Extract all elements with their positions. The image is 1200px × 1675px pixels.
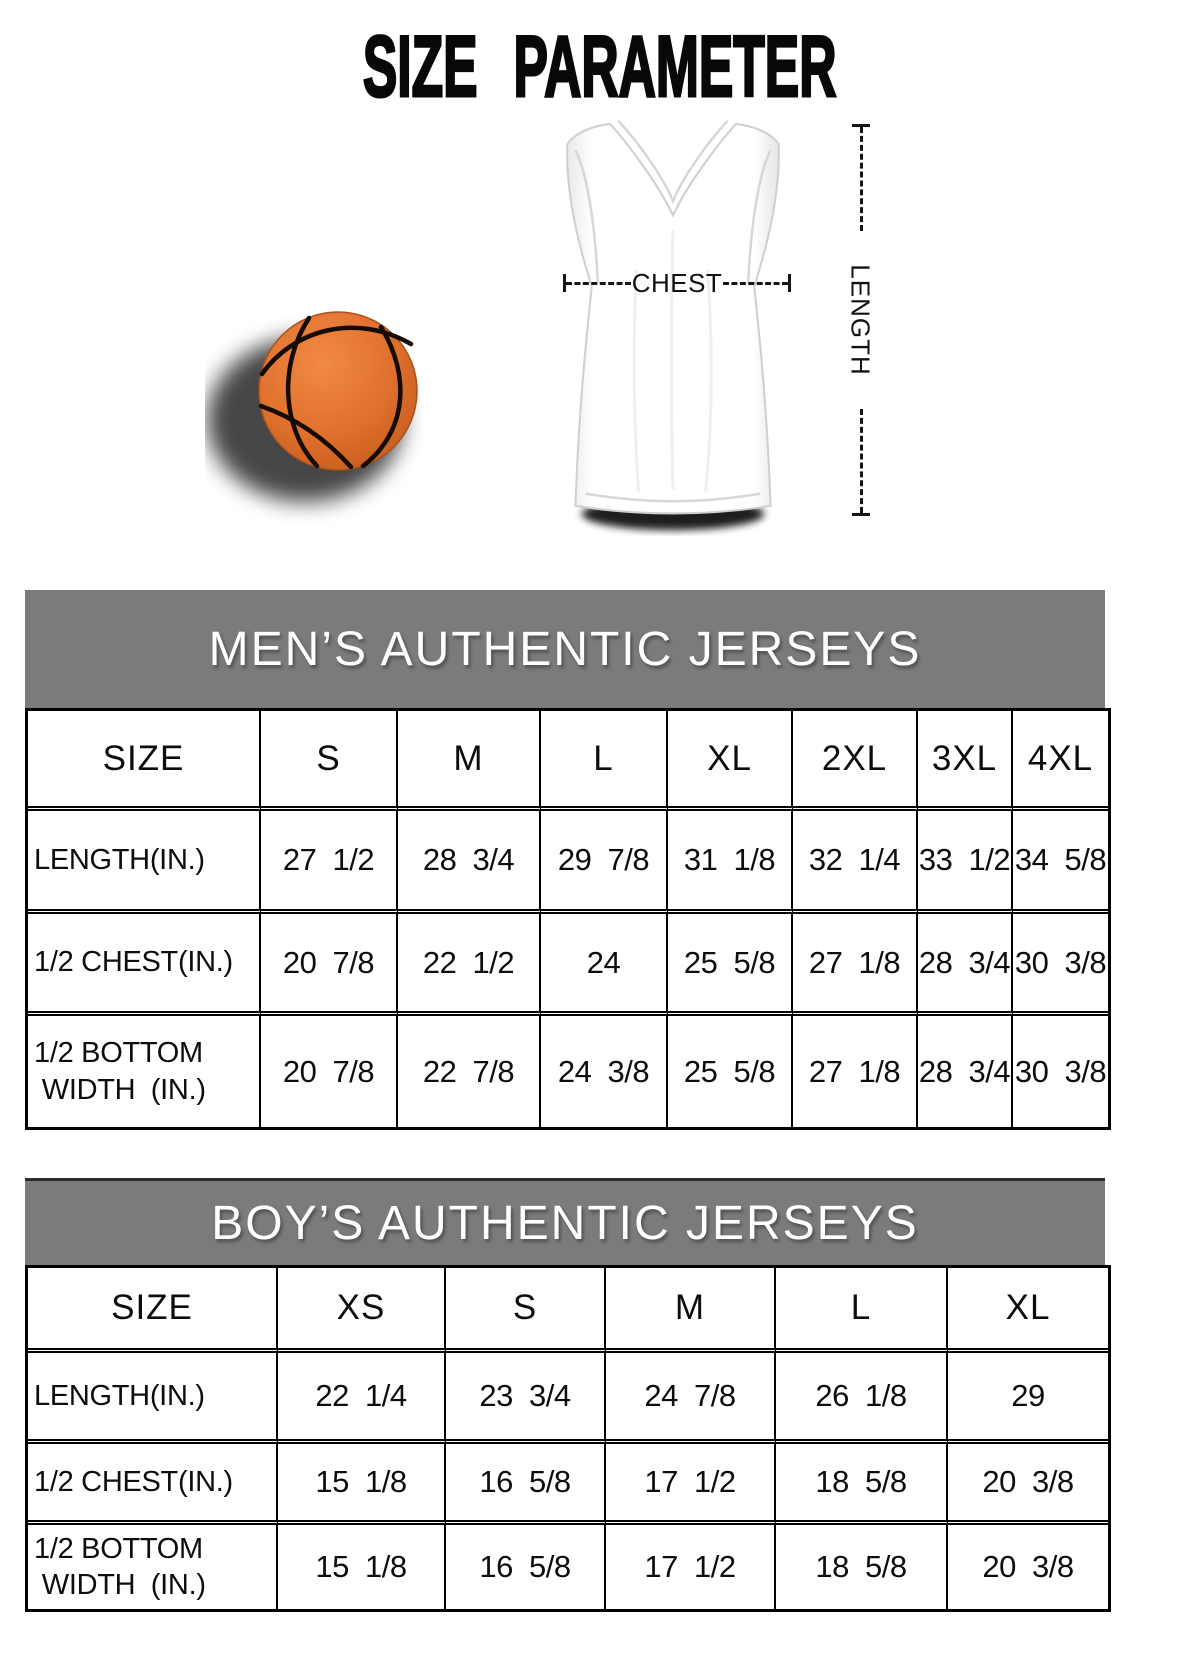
mens-length-xl: 31 1/8 (668, 811, 793, 914)
boys-chest-xl: 20 3/8 (948, 1444, 1108, 1525)
jersey-image (566, 119, 780, 531)
boys-size-table: SIZE XS S M L XL LENGTH(IN.) 22 1/4 23 3… (25, 1265, 1111, 1612)
mens-length-3xl: 33 1/2 (918, 811, 1013, 914)
mens-col-xl: XL (668, 711, 793, 811)
mens-bottom-l: 24 3/8 (541, 1016, 668, 1127)
mens-length-l: 29 7/8 (541, 811, 668, 914)
chest-right-tick-icon (788, 274, 791, 292)
boys-row-label-length: LENGTH(IN.) (28, 1353, 278, 1444)
mens-col-m: M (398, 711, 541, 811)
jersey-seams (574, 119, 772, 503)
length-dimension-line: LENGTH (843, 124, 879, 516)
mens-table-title: MEN’S AUTHENTIC JERSEYS (208, 622, 922, 676)
chest-label: CHEST (631, 268, 723, 298)
chest-dash-left (566, 281, 631, 285)
boys-chest-s: 16 5/8 (446, 1444, 606, 1525)
mens-length-s: 27 1/2 (261, 811, 398, 914)
mens-chest-4xl: 30 3/8 (1013, 914, 1108, 1016)
mens-chest-2xl: 27 1/8 (793, 914, 918, 1016)
boys-length-m: 24 7/8 (606, 1353, 776, 1444)
boys-col-l: L (776, 1268, 948, 1353)
boys-table-title: BOY’S AUTHENTIC JERSEYS (211, 1196, 919, 1250)
mens-row-label-chest: 1/2 CHEST(IN.) (28, 914, 261, 1016)
boys-length-s: 23 3/4 (446, 1353, 606, 1444)
mens-row-label-length: LENGTH(IN.) (28, 811, 261, 914)
boys-length-l: 26 1/8 (776, 1353, 948, 1444)
boys-row-label-bottom: 1/2 BOTTOM WIDTH (IN.) (28, 1525, 278, 1609)
length-label: LENGTH (846, 264, 876, 376)
boys-bottom-xl: 20 3/8 (982, 1549, 1074, 1584)
boys-bottom-m: 17 1/2 (606, 1525, 776, 1609)
hero-illustration: CHEST LENGTH (0, 108, 1200, 548)
mens-length-2xl: 32 1/4 (793, 811, 918, 914)
page-title-text: SIZE PARAMETER (362, 19, 837, 115)
mens-col-3xl: 3XL (918, 711, 1013, 811)
mens-bottom-3xl: 28 3/4 (918, 1016, 1013, 1127)
mens-col-size: SIZE (28, 711, 261, 811)
chest-dimension-line: CHEST (563, 268, 791, 298)
mens-col-s: S (261, 711, 398, 811)
boys-table-header-bar: BOY’S AUTHENTIC JERSEYS (25, 1178, 1105, 1265)
mens-bottom-4xl: 30 3/8 (1014, 1053, 1107, 1089)
basketball-image (207, 311, 418, 502)
mens-col-4xl: 4XL (1013, 711, 1108, 811)
mens-col-2xl: 2XL (793, 711, 918, 811)
chest-left-tick-icon (563, 274, 566, 292)
boys-bottom-l: 18 5/8 (776, 1525, 948, 1609)
mens-bottom-s: 20 7/8 (261, 1016, 398, 1127)
mens-bottom-m: 22 7/8 (398, 1016, 541, 1127)
mens-row-label-bottom: 1/2 BOTTOM WIDTH (IN.) (28, 1016, 261, 1127)
boys-col-m: M (606, 1268, 776, 1353)
boys-bottom-s: 16 5/8 (446, 1525, 606, 1609)
mens-chest-xl: 25 5/8 (668, 914, 793, 1016)
basketball-ball (258, 311, 418, 471)
mens-chest-3xl: 28 3/4 (918, 914, 1013, 1016)
mens-length-m: 28 3/4 (398, 811, 541, 914)
boys-bottom-xs: 15 1/8 (278, 1525, 446, 1609)
length-bottom-tick-icon (852, 513, 870, 516)
boys-col-size: SIZE (28, 1268, 278, 1353)
basketball-seams (258, 315, 414, 470)
boys-length-xl: 29 (948, 1353, 1108, 1444)
boys-length-xs: 22 1/4 (278, 1353, 446, 1444)
mens-bottom-xl: 25 5/8 (668, 1016, 793, 1127)
mens-chest-l: 24 (541, 914, 668, 1016)
boys-col-s: S (446, 1268, 606, 1353)
boys-col-xs: XS (278, 1268, 446, 1353)
boys-chest-xs: 15 1/8 (278, 1444, 446, 1525)
boys-row-label-chest: 1/2 CHEST(IN.) (28, 1444, 278, 1525)
mens-col-l: L (541, 711, 668, 811)
length-top-tick-icon (852, 124, 870, 127)
mens-size-table: SIZE S M L XL 2XL 3XL 4XL LENGTH(IN.) 27… (25, 708, 1111, 1130)
boys-col-xl: XL (948, 1268, 1108, 1353)
boys-chest-l: 18 5/8 (776, 1444, 948, 1525)
mens-chest-s: 20 7/8 (261, 914, 398, 1016)
chest-dash-right (723, 281, 788, 285)
mens-length-4xl: 34 5/8 (1013, 811, 1108, 914)
page-title: SIZE PARAMETER (0, 19, 1200, 115)
mens-table-header-bar: MEN’S AUTHENTIC JERSEYS (25, 590, 1105, 708)
length-dash-bottom (859, 409, 863, 513)
boys-chest-m: 17 1/2 (606, 1444, 776, 1525)
length-dash-top (859, 127, 863, 231)
jersey-folds (632, 229, 713, 492)
mens-bottom-2xl: 27 1/8 (793, 1016, 918, 1127)
mens-chest-m: 22 1/2 (398, 914, 541, 1016)
